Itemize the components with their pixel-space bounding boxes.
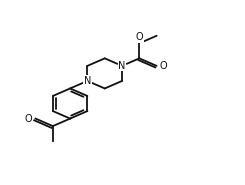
Text: O: O: [25, 114, 33, 124]
Text: O: O: [135, 32, 143, 42]
Text: N: N: [84, 76, 91, 86]
Text: O: O: [159, 61, 167, 71]
Text: N: N: [118, 61, 126, 71]
Text: N: N: [84, 76, 91, 86]
